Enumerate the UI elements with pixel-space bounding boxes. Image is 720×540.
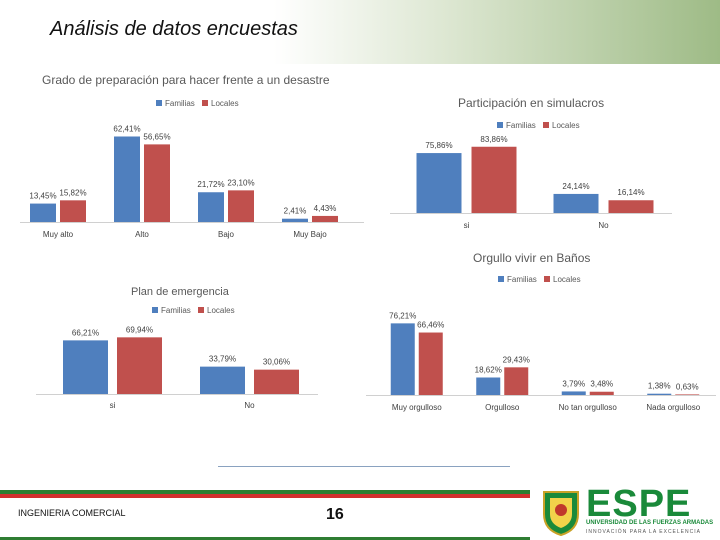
orgullo-data-label-1-3: 0,63% [676, 382, 699, 391]
plan-category-label-0: si [110, 401, 116, 410]
prep-legend-swatch-0 [156, 100, 162, 106]
prep-data-label-1-0: 15,82% [59, 188, 86, 197]
prep-bar-0-3 [282, 218, 308, 222]
orgullo-data-label-0-2: 3,79% [562, 379, 585, 388]
prep-bar-0-0 [30, 203, 56, 222]
plan-legend-swatch-1 [198, 307, 204, 313]
orgullo-bar-1-0 [418, 332, 443, 395]
plan-bar-0-1 [200, 366, 245, 394]
prep-category-label-1: Alto [135, 230, 149, 239]
prep-legend-swatch-1 [202, 100, 208, 106]
footer-green-stripe [0, 490, 530, 494]
orgullo-legend-swatch-1 [544, 276, 550, 282]
prep-legend-label-1: Locales [211, 99, 239, 108]
plan-legend-swatch-0 [152, 307, 158, 313]
prep-chart-title: Grado de preparación para hacer frente a… [42, 73, 330, 87]
plan-bar-0-0 [63, 340, 108, 394]
prep-bar-1-2 [228, 190, 254, 222]
page-number: 16 [326, 506, 344, 523]
prep-bar-1-0 [60, 200, 86, 222]
prep-category-label-0: Muy alto [43, 230, 74, 239]
prep-bar-0-1 [114, 136, 140, 222]
prep-data-label-0-3: 2,41% [284, 207, 307, 216]
separator-line [218, 466, 510, 467]
prep-legend-label-0: Familias [165, 99, 195, 108]
simulacros-bar-1-0 [471, 146, 517, 213]
orgullo-bar-0-3 [647, 393, 672, 395]
orgullo-bar-1-2 [589, 391, 614, 395]
orgullo-data-label-1-0: 66,46% [417, 321, 444, 330]
prep-data-label-0-2: 21,72% [197, 180, 224, 189]
simulacros-bar-0-1 [553, 193, 599, 213]
simulacros-data-label-0-1: 24,14% [562, 182, 589, 191]
prep-bar-1-3 [312, 215, 338, 222]
simulacros-legend-swatch-0 [497, 122, 503, 128]
prep-data-label-0-0: 13,45% [29, 192, 56, 201]
prep-data-label-1-2: 23,10% [227, 178, 254, 187]
orgullo-data-label-0-0: 76,21% [389, 311, 416, 320]
orgullo-data-label-1-2: 3,48% [590, 380, 613, 389]
plan-data-label-1-0: 69,94% [126, 325, 153, 334]
orgullo-bar-1-1 [504, 367, 529, 395]
prep-data-label-0-1: 62,41% [113, 124, 140, 133]
footer-bottom-stripe [0, 537, 530, 540]
orgullo-category-label-2: No tan orgulloso [559, 403, 618, 412]
plan-data-label-0-1: 33,79% [209, 355, 236, 364]
simulacros-legend-label-0: Familias [506, 121, 536, 130]
orgullo-bar-0-1 [476, 377, 501, 395]
slide-title: Análisis de datos encuestas [50, 18, 298, 40]
crest-icon [543, 491, 579, 536]
prep-category-label-2: Bajo [218, 230, 235, 239]
plan-category-label-1: No [244, 401, 255, 410]
prep-data-label-1-1: 56,65% [143, 132, 170, 141]
logo-subtitle: UNIVERSIDAD DE LAS FUERZAS ARMADAS [586, 520, 714, 526]
plan-bar-1-0 [117, 337, 162, 394]
orgullo-data-label-0-1: 18,62% [475, 365, 502, 374]
orgullo-category-label-1: Orgulloso [485, 403, 520, 412]
plan-data-label-1-1: 30,06% [263, 358, 290, 367]
plan-legend-label-0: Familias [161, 306, 191, 315]
orgullo-chart-bg [358, 252, 720, 422]
simulacros-data-label-1-0: 83,86% [480, 135, 507, 144]
espe-logo: ESPE UNIVERSIDAD DE LAS FUERZAS ARMADAS … [538, 483, 720, 540]
logo-wordmark: ESPE [586, 483, 692, 525]
footer-program-label: INGENIERIA COMERCIAL [18, 508, 126, 518]
simulacros-data-label-0-0: 75,86% [425, 141, 452, 150]
footer-red-stripe [0, 494, 530, 498]
simulacros-bar-1-1 [608, 200, 654, 213]
orgullo-legend-label-0: Familias [507, 275, 537, 284]
prep-bar-0-2 [198, 192, 224, 222]
simulacros-data-label-1-1: 16,14% [617, 188, 644, 197]
plan-legend-label-1: Locales [207, 306, 235, 315]
simulacros-category-label-0: si [464, 221, 470, 230]
simulacros-category-label-1: No [598, 221, 609, 230]
simulacros-bar-0-0 [416, 153, 462, 213]
orgullo-data-label-1-1: 29,43% [503, 355, 530, 364]
orgullo-legend-label-1: Locales [553, 275, 581, 284]
orgullo-chart-title: Orgullo vivir en Baños [473, 251, 590, 265]
plan-chart-title: Plan de emergencia [131, 286, 230, 298]
plan-bar-1-1 [254, 369, 299, 394]
orgullo-data-label-0-3: 1,38% [648, 382, 671, 391]
header-band [0, 0, 720, 64]
orgullo-legend-swatch-0 [498, 276, 504, 282]
prep-bar-1-1 [144, 144, 170, 222]
prep-category-label-3: Muy Bajo [293, 230, 327, 239]
orgullo-bar-1-3 [675, 394, 700, 395]
logo-slogan: INNOVACIÓN PARA LA EXCELENCIA [586, 529, 701, 535]
prep-data-label-1-3: 4,43% [314, 204, 337, 213]
orgullo-bar-0-2 [561, 391, 586, 395]
simulacros-legend-label-1: Locales [552, 121, 580, 130]
orgullo-category-label-3: Nada orgulloso [646, 403, 700, 412]
orgullo-bar-0-0 [390, 323, 415, 395]
plan-data-label-0-0: 66,21% [72, 328, 99, 337]
simulacros-chart-title: Participación en simulacros [458, 96, 604, 110]
simulacros-legend-swatch-1 [543, 122, 549, 128]
orgullo-category-label-0: Muy orgulloso [392, 403, 442, 412]
